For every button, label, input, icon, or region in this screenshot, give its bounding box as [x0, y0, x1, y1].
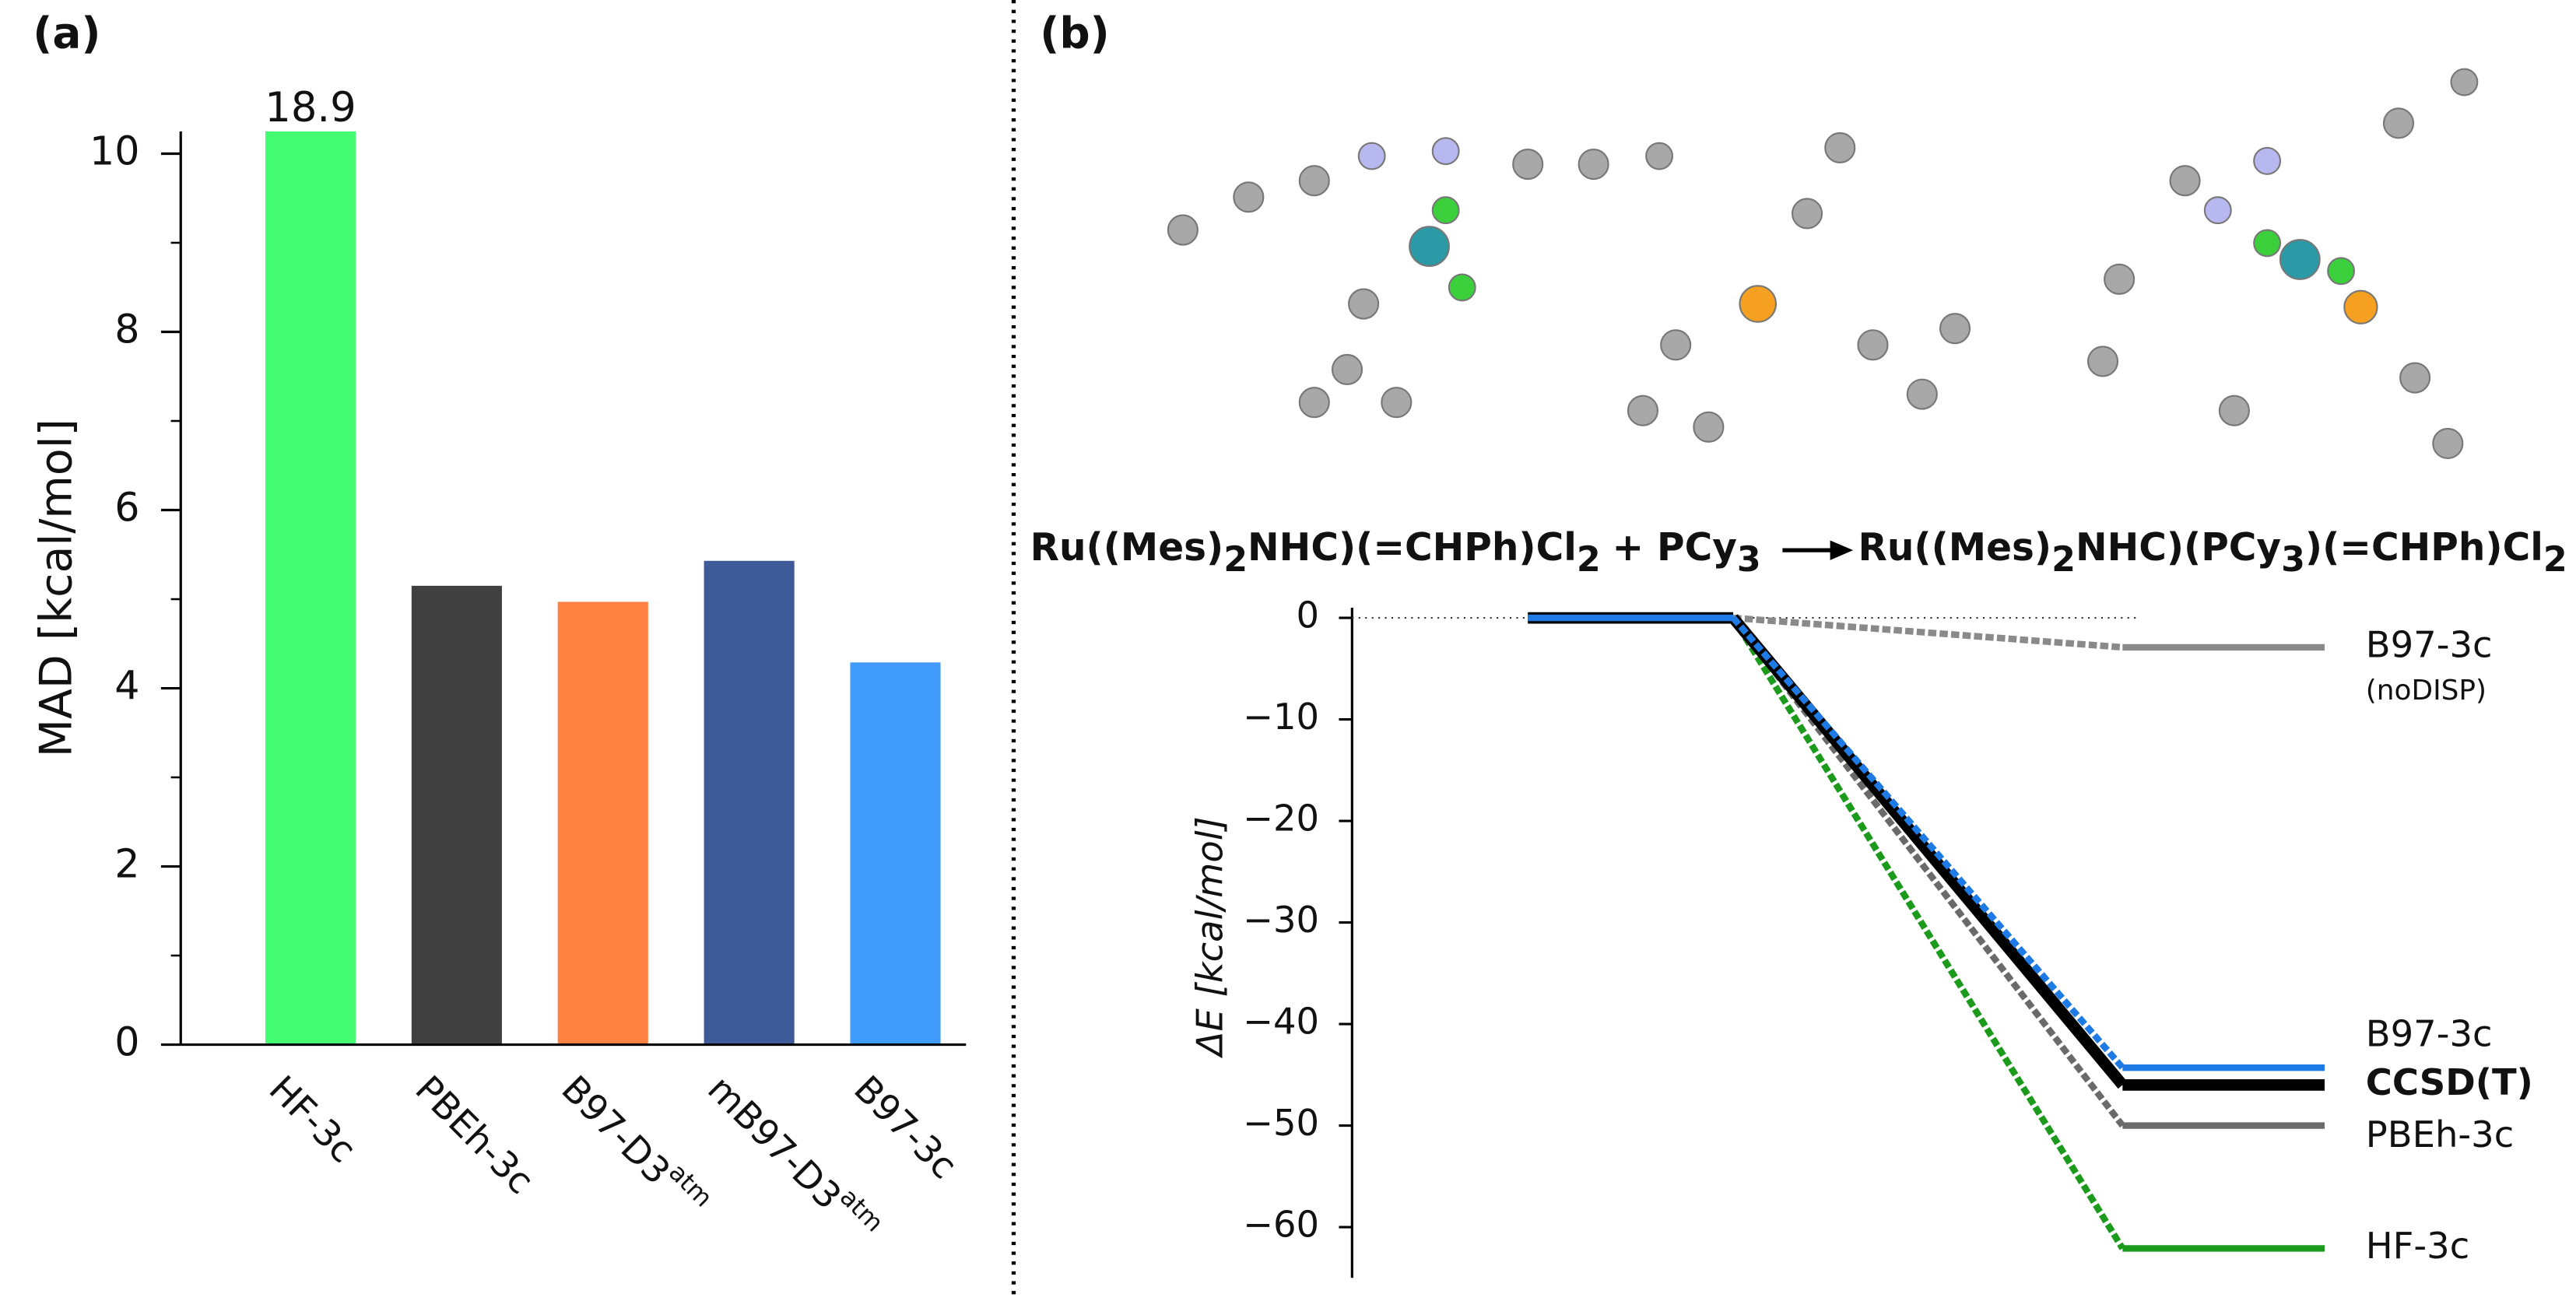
- bar: [557, 601, 648, 1045]
- panel-label: (b): [1040, 9, 1109, 58]
- y-tick-label: 10: [89, 128, 139, 174]
- y-tick-label: 6: [114, 485, 139, 531]
- y-tick-label: 4: [114, 663, 139, 709]
- category-text: B97-3c: [846, 1068, 965, 1187]
- category-text: mB97-D3: [700, 1068, 851, 1218]
- reaction-part: NHC)(PCy: [2076, 526, 2281, 570]
- y-axis-label: MAD [kcal/mol]: [31, 419, 82, 757]
- x-tick-label: B97-D3atm: [554, 1063, 718, 1226]
- connector: [1730, 615, 2125, 1250]
- connector: [1732, 614, 2123, 651]
- reaction-part: Ru((Mes): [1858, 526, 2051, 570]
- reaction-subscript: 3: [2281, 540, 2305, 580]
- series-label: PBEh-3c: [2366, 1113, 2514, 1155]
- molecule-1: [1167, 137, 1674, 419]
- x-tick-label: B97-3c: [846, 1068, 965, 1187]
- y-tick-label: −20: [1243, 798, 1319, 840]
- series-label: CCSD(T): [2366, 1061, 2533, 1103]
- y-tick-label: 0: [114, 1019, 139, 1065]
- series-note: (noDISP): [2366, 675, 2487, 707]
- category-text: HF-3c: [261, 1068, 365, 1171]
- reaction-text: Ru((Mes)2NHC)(=CHPh)Cl2 + PCy3: [1030, 526, 1761, 580]
- molecule-images: [1167, 68, 2479, 460]
- y-axis-label: ΔE [kcal/mol]: [1188, 816, 1230, 1058]
- reaction-part: NHC)(=CHPh)Cl: [1248, 526, 1577, 570]
- value-label: 18.9: [265, 84, 356, 132]
- bar: [265, 131, 356, 1045]
- reaction-part: )(=CHPh)Cl: [2305, 526, 2543, 570]
- y-tick-label: −60: [1243, 1204, 1319, 1246]
- reaction-part: Ru((Mes): [1030, 526, 1224, 570]
- reaction-arrowhead: [1830, 540, 1854, 560]
- molecule-2: [1627, 132, 1971, 443]
- y-tick-label: 0: [1297, 594, 1320, 636]
- connector: [1730, 615, 2125, 1070]
- bar: [850, 662, 941, 1045]
- series-label: HF-3c: [2366, 1225, 2469, 1267]
- reaction-subscript: 3: [1737, 540, 1761, 580]
- x-tick-label: HF-3c: [261, 1068, 365, 1171]
- y-tick-label: −10: [1243, 696, 1319, 738]
- bar: [704, 560, 795, 1045]
- reaction-part: + PCy: [1612, 526, 1736, 570]
- x-tick-label: PBEh-3c: [408, 1068, 542, 1202]
- category-text: B97-D3: [554, 1068, 679, 1193]
- series-label: B97-3c: [2366, 1013, 2493, 1055]
- bar: [411, 585, 502, 1045]
- reaction-subscript: 2: [2543, 540, 2567, 580]
- y-tick-label: −40: [1243, 1001, 1319, 1043]
- molecule-3: [2086, 68, 2479, 460]
- reaction-text: Ru((Mes)2NHC)(PCy3)(=CHPh)Cl2: [1858, 526, 2567, 580]
- panel-label: (a): [33, 9, 100, 58]
- reaction-subscript: 2: [2051, 540, 2076, 580]
- connector: [1728, 614, 2128, 1089]
- category-text: PBEh-3c: [408, 1068, 542, 1202]
- series-label: B97-3c: [2366, 623, 2493, 665]
- y-tick-label: 8: [114, 307, 139, 352]
- reaction-subscript: 2: [1223, 540, 1248, 580]
- y-tick-label: 2: [114, 841, 139, 887]
- reaction-subscript: 2: [1577, 540, 1601, 580]
- y-tick-label: −30: [1243, 899, 1319, 941]
- y-tick-label: −50: [1243, 1102, 1319, 1144]
